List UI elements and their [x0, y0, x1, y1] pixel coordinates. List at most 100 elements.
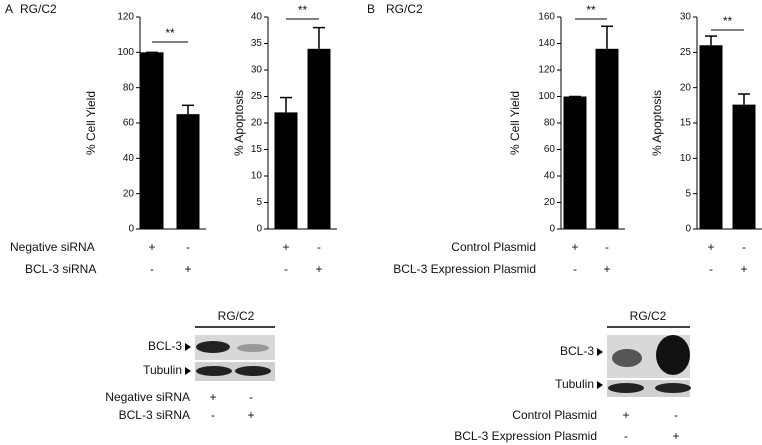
condition-label: BCL-3 Expression Plasmid	[393, 262, 536, 276]
condition-sign: -	[742, 240, 746, 254]
condition-label: Control Plasmid	[451, 240, 536, 254]
y-axis-label: % Cell Yield	[84, 91, 98, 155]
condition-sign: -	[573, 262, 577, 276]
y-tick-label: 20	[544, 197, 556, 208]
panel-letter: A	[5, 2, 13, 16]
blot-band	[196, 366, 232, 376]
condition-sign: +	[603, 262, 610, 276]
bar	[699, 45, 723, 230]
condition-sign: -	[186, 240, 190, 254]
blot-band	[196, 341, 230, 353]
blot-band	[237, 344, 269, 352]
y-tick-label: 35	[251, 38, 263, 49]
y-tick-label: 0	[549, 224, 555, 235]
condition-sign: -	[284, 262, 288, 276]
blot-condition-sign: -	[624, 429, 628, 443]
blot-title: RG/C2	[630, 309, 667, 323]
condition-sign: +	[740, 262, 747, 276]
y-tick-label: 10	[251, 171, 263, 182]
bar	[140, 52, 164, 230]
y-tick-label: 40	[544, 171, 556, 182]
blot-band	[656, 335, 690, 375]
blot-band	[235, 366, 271, 376]
y-axis-label: % Apoptosis	[232, 90, 246, 156]
blot-condition-sign: -	[674, 408, 678, 422]
condition-sign: +	[571, 240, 578, 254]
blot-condition-label: BCL-3 Expression Plasmid	[454, 429, 597, 443]
blot-condition-sign: -	[249, 390, 253, 404]
condition-sign: -	[317, 240, 321, 254]
condition-sign: +	[707, 240, 714, 254]
blot-band	[608, 383, 644, 393]
y-tick-label: 0	[128, 224, 134, 235]
bar	[595, 48, 619, 229]
blot-band	[655, 383, 691, 393]
bar	[176, 114, 200, 229]
y-tick-label: 100	[117, 47, 134, 58]
panel-letter: B	[367, 2, 375, 16]
blot-label: Tubulin	[555, 377, 594, 391]
blot-label: BCL-3	[148, 339, 182, 353]
y-tick-label: 20	[680, 82, 692, 93]
y-tick-label: 120	[117, 12, 134, 23]
bar	[732, 104, 756, 229]
condition-label: BCL-3 siRNA	[25, 262, 96, 276]
y-tick-label: 5	[685, 188, 691, 199]
arrowheads	[597, 348, 603, 389]
y-axis-label: % Apoptosis	[650, 90, 664, 156]
y-tick-label: 160	[538, 12, 555, 23]
blot-condition-sign: +	[622, 408, 629, 422]
condition-sign: -	[150, 262, 154, 276]
y-tick-label: 80	[544, 118, 556, 129]
blot-condition-sign: +	[672, 429, 679, 443]
y-tick-label: 100	[538, 91, 555, 102]
blot-label: Tubulin	[143, 363, 182, 377]
y-tick-label: 25	[251, 91, 263, 102]
y-tick-label: 120	[538, 65, 555, 76]
blot-condition-sign: +	[247, 408, 254, 422]
condition-sign: -	[605, 240, 609, 254]
blot-condition-label: BCL-3 siRNA	[119, 408, 190, 422]
significance: **	[586, 3, 596, 17]
panel-title: RG/C2	[20, 2, 57, 16]
blot-band	[612, 349, 642, 367]
y-tick-label: 5	[256, 197, 262, 208]
y-tick-label: 0	[685, 224, 691, 235]
bar	[307, 48, 331, 229]
panel-title: RG/C2	[386, 2, 423, 16]
significance: **	[298, 3, 308, 17]
y-tick-label: 80	[123, 82, 135, 93]
y-tick-label: 15	[251, 144, 263, 155]
blot-title: RG/C2	[218, 309, 255, 323]
y-axis-label: % Cell Yield	[508, 91, 522, 155]
y-tick-label: 15	[680, 118, 692, 129]
condition-sign: +	[282, 240, 289, 254]
y-tick-label: 60	[544, 144, 556, 155]
significance: **	[165, 26, 175, 40]
blot-condition-sign: -	[211, 408, 215, 422]
y-tick-label: 10	[680, 153, 692, 164]
condition-sign: +	[315, 262, 322, 276]
condition-label: Negative siRNA	[10, 240, 95, 254]
y-tick-label: 30	[680, 12, 692, 23]
y-tick-label: 25	[680, 47, 692, 58]
condition-sign: +	[148, 240, 155, 254]
significance: **	[723, 14, 733, 28]
y-tick-label: 0	[256, 224, 262, 235]
y-tick-label: 40	[123, 153, 135, 164]
y-tick-label: 20	[123, 188, 135, 199]
blot-condition-label: Control Plasmid	[512, 408, 597, 422]
blot-condition-sign: +	[209, 390, 216, 404]
arrowheads	[185, 343, 191, 375]
condition-sign: +	[184, 262, 191, 276]
y-tick-label: 40	[251, 12, 263, 23]
y-tick-label: 60	[123, 118, 135, 129]
blot-condition-label: Negative siRNA	[105, 390, 190, 404]
condition-sign: -	[709, 262, 713, 276]
bar	[274, 112, 298, 229]
bar	[563, 96, 587, 229]
blot-label: BCL-3	[560, 344, 594, 358]
y-tick-label: 30	[251, 65, 263, 76]
y-tick-label: 140	[538, 38, 555, 49]
